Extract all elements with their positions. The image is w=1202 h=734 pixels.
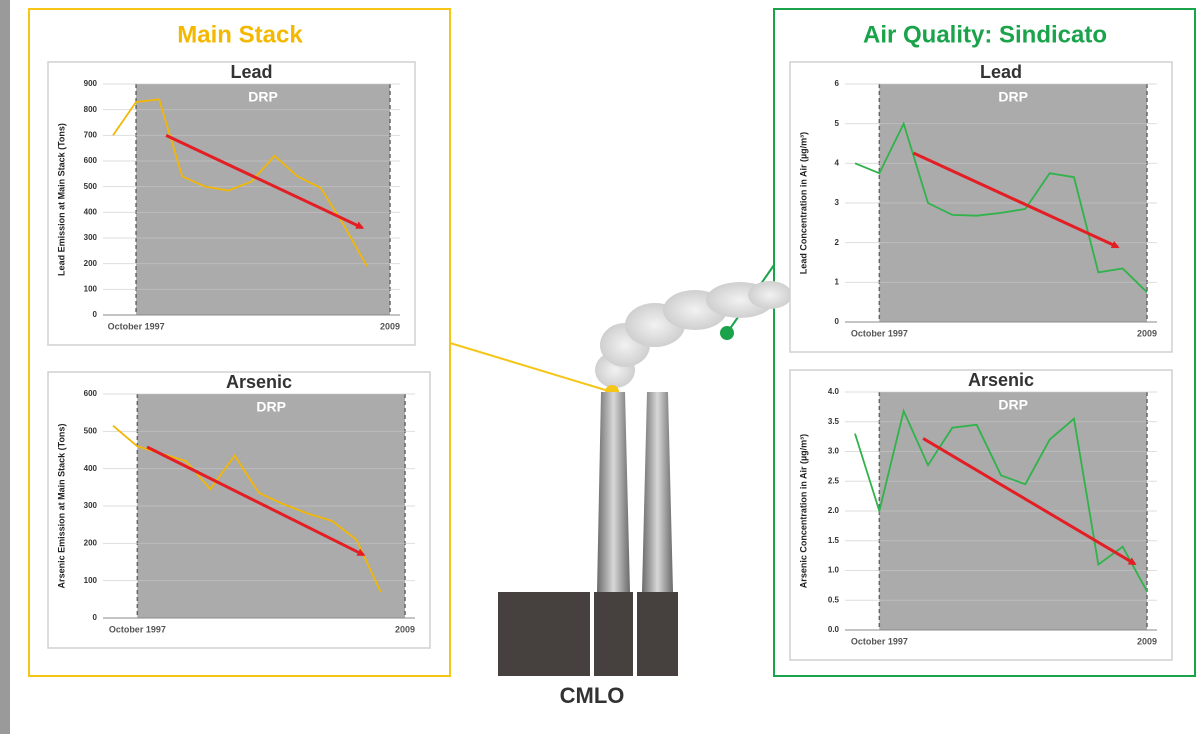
y-tick-label: 1: [835, 277, 840, 286]
x-tick-label: October 1997: [109, 624, 166, 634]
y-tick-label: 0: [835, 317, 840, 326]
shade-label: DRP: [998, 89, 1028, 105]
x-tick-label: 2009: [380, 321, 400, 331]
x-tick-label: 2009: [395, 624, 415, 634]
x-tick-label: 2009: [1137, 328, 1157, 338]
y-tick-label: 300: [84, 501, 98, 510]
shade-region: [136, 84, 390, 315]
y-tick-label: 900: [84, 79, 98, 88]
y-axis-label: Arsenic Concentration in Air (µg/m³): [798, 434, 808, 588]
y-tick-label: 500: [84, 426, 98, 435]
shade-label: DRP: [998, 397, 1028, 413]
y-tick-label: 0: [93, 310, 98, 319]
y-tick-label: 600: [84, 156, 98, 165]
y-tick-label: 500: [84, 182, 98, 191]
infographic: Main Stack Air Quality: Sindicato CMLO D…: [0, 0, 1202, 734]
x-tick-label: 2009: [1137, 636, 1157, 646]
y-axis-label: Arsenic Emission at Main Stack (Tons): [56, 424, 66, 589]
building: [498, 592, 590, 676]
building: [594, 592, 633, 676]
smoke: [595, 281, 792, 388]
y-tick-label: 400: [84, 207, 98, 216]
source-label: CMLO: [560, 683, 625, 708]
y-tick-label: 100: [84, 284, 98, 293]
y-tick-label: 600: [84, 389, 98, 398]
shade-label: DRP: [248, 89, 278, 105]
right-panel-title: Air Quality: Sindicato: [863, 21, 1107, 48]
chart-title: Arsenic: [226, 372, 292, 392]
y-tick-label: 1.0: [828, 566, 840, 575]
connector: [450, 343, 612, 392]
air-dot: [720, 326, 734, 340]
y-axis-label: Lead Emission at Main Stack (Tons): [56, 123, 66, 276]
y-tick-label: 3.5: [828, 417, 840, 426]
y-tick-label: 3: [835, 198, 840, 207]
x-tick-label: October 1997: [851, 636, 908, 646]
y-tick-label: 0.5: [828, 595, 840, 604]
smokestack: [642, 392, 673, 592]
smokestack: [597, 392, 630, 592]
page: Main Stack Air Quality: Sindicato CMLO D…: [0, 0, 1202, 734]
y-tick-label: 100: [84, 576, 98, 585]
building: [637, 592, 678, 676]
left-panel-title: Main Stack: [177, 21, 303, 48]
y-tick-label: 2.0: [828, 506, 840, 515]
y-tick-label: 2.5: [828, 476, 840, 485]
y-tick-label: 4.0: [828, 387, 840, 396]
y-tick-label: 6: [835, 79, 840, 88]
y-tick-label: 3.0: [828, 447, 840, 456]
y-tick-label: 300: [84, 233, 98, 242]
y-tick-label: 0.0: [828, 625, 840, 634]
chart-title: Lead: [980, 62, 1022, 82]
y-tick-label: 700: [84, 130, 98, 139]
x-tick-label: October 1997: [108, 321, 165, 331]
chart-title: Arsenic: [968, 370, 1034, 390]
y-tick-label: 800: [84, 105, 98, 114]
y-tick-label: 2: [835, 238, 840, 247]
shade-label: DRP: [256, 399, 286, 415]
y-axis-label: Lead Concentration in Air (µg/m³): [798, 132, 808, 274]
y-tick-label: 5: [835, 119, 840, 128]
y-tick-label: 400: [84, 464, 98, 473]
chart-title: Lead: [230, 62, 272, 82]
y-tick-label: 4: [835, 158, 840, 167]
y-tick-label: 200: [84, 538, 98, 547]
x-tick-label: October 1997: [851, 328, 908, 338]
y-tick-label: 0: [93, 613, 98, 622]
y-tick-label: 200: [84, 259, 98, 268]
y-tick-label: 1.5: [828, 536, 840, 545]
side-strip: [0, 0, 10, 734]
